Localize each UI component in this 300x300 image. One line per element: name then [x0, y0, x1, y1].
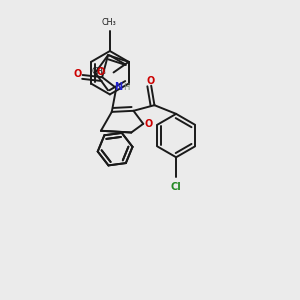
Text: CH₃: CH₃: [92, 68, 107, 76]
Text: Cl: Cl: [171, 182, 182, 191]
Text: N: N: [114, 82, 122, 92]
Text: CH₃: CH₃: [102, 18, 116, 27]
Text: O: O: [146, 76, 155, 86]
Text: O: O: [97, 67, 105, 77]
Text: H: H: [124, 82, 130, 91]
Text: O: O: [74, 69, 82, 79]
Text: O: O: [145, 119, 153, 129]
